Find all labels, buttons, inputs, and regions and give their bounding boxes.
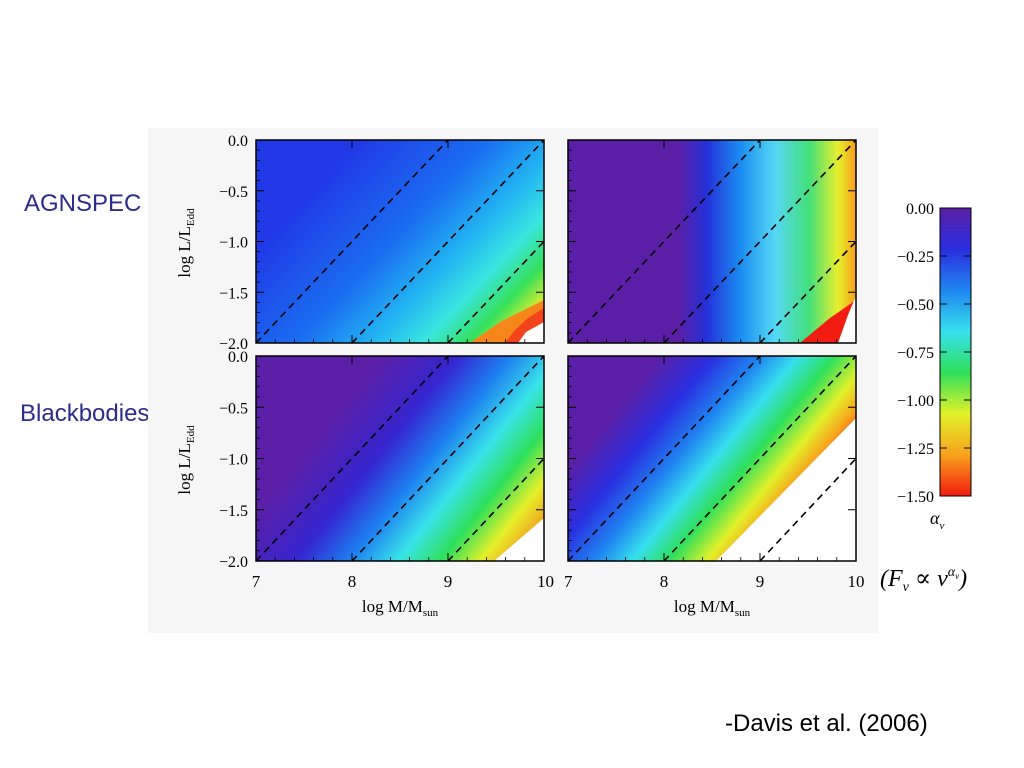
dashed-line-1 (351, 140, 544, 343)
dashed-line-0 (256, 140, 450, 343)
y-tick-label: −1.5 (219, 285, 248, 302)
dashed-lines-p3 (568, 356, 856, 561)
dashed-line-0 (568, 140, 762, 343)
x-tick-label: 8 (660, 572, 669, 591)
x-tick-label: 9 (756, 572, 765, 591)
y-tick-label: 0.0 (228, 349, 248, 366)
y-tick-label: −0.5 (219, 184, 248, 201)
colorbar-tick-label: −0.75 (897, 345, 934, 362)
colorbar-tick-label: −0.25 (897, 249, 934, 266)
dashed-lines-p2 (256, 356, 544, 561)
x-tick-label: 10 (848, 572, 865, 591)
x-tick-label: 8 (348, 572, 357, 591)
ylabel-bottom: log L/LEdd (175, 425, 197, 495)
panel-blackbodies-left (256, 356, 544, 561)
y-tick-label: −1.0 (219, 235, 248, 252)
y-tick-label: −2.0 (219, 554, 248, 571)
colorbar-tick-label: −0.50 (897, 297, 934, 314)
axis-ticks: 0.0−0.5−1.0−1.5−2.00.0−0.5−1.0−1.5−2.07 8… (219, 133, 865, 591)
y-tick-label: −1.5 (219, 503, 248, 520)
y-tick-label: 0.0 (228, 133, 248, 150)
dashed-line-1 (663, 140, 856, 343)
x-tick-label: 9 (444, 572, 453, 591)
dashed-lines-p0 (256, 140, 544, 343)
xlabel-left: log M/Msun (362, 597, 439, 619)
x-tick-label: 10 (537, 572, 554, 591)
x-tick-label: 7 (564, 572, 573, 591)
y-tick-label: −2.0 (219, 336, 248, 353)
colorbar-tick-label: −1.50 (897, 489, 934, 506)
ylabel-top: log L/LEdd (175, 208, 197, 278)
dashed-line-1 (351, 356, 544, 561)
row-label-blackbodies: Blackbodies (20, 400, 150, 427)
colorbar-tick-label: 0.00 (906, 201, 934, 218)
colorbar-tick-label: −1.25 (897, 441, 934, 458)
dashed-lines-p1 (568, 140, 856, 343)
panel-agnspec-left (256, 140, 544, 343)
y-tick-label: −0.5 (219, 400, 248, 417)
dashed-line-1 (663, 356, 856, 561)
panel-blackbodies-right (568, 356, 856, 561)
xlabel-right: log M/Msun (674, 597, 751, 619)
row-label-agnspec: AGNSPEC (24, 190, 142, 217)
y-tick-label: −1.0 (219, 452, 248, 469)
colorbar-label: αν (930, 508, 944, 532)
x-tick-label: 7 (252, 572, 261, 591)
colorbar-ticks: 0.00 −0.25 −0.50 −0.75 −1.00 −1.25 −1.50 (897, 201, 971, 506)
dashed-line-0 (568, 356, 762, 561)
colorbar-tick-label: −1.00 (897, 393, 934, 410)
formula: (Fν ∝ ναν) (880, 565, 967, 595)
dashed-line-0 (256, 356, 450, 561)
citation: -Davis et al. (2006) (725, 710, 928, 737)
panel-agnspec-right (568, 140, 856, 343)
